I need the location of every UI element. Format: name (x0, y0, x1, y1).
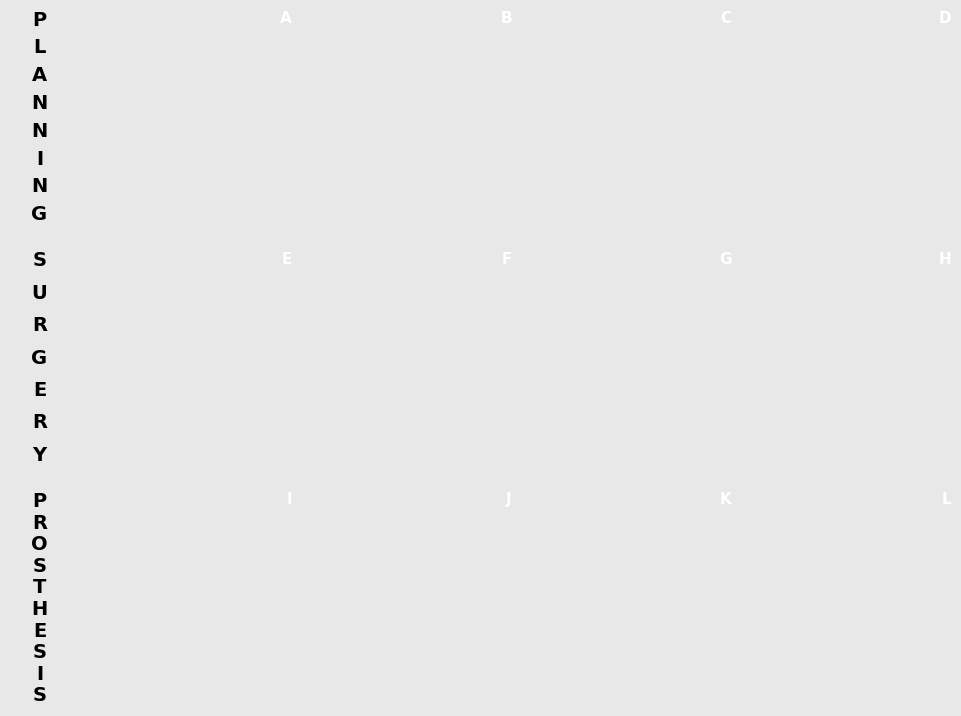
Text: T: T (33, 579, 46, 597)
Text: E: E (33, 381, 46, 400)
Text: R: R (32, 413, 47, 432)
Text: P: P (33, 492, 46, 511)
Text: C: C (721, 11, 731, 26)
Text: I: I (36, 665, 43, 684)
Text: S: S (33, 643, 46, 662)
Text: S: S (33, 687, 46, 705)
Text: N: N (32, 178, 47, 196)
Text: A: A (32, 66, 47, 85)
Text: P: P (33, 11, 46, 29)
Text: E: E (33, 621, 46, 641)
Text: G: G (32, 349, 47, 367)
Text: J: J (506, 493, 512, 508)
Text: O: O (31, 535, 48, 554)
Text: S: S (33, 557, 46, 576)
Text: I: I (36, 150, 43, 168)
Text: N: N (32, 94, 47, 113)
Text: G: G (719, 252, 731, 266)
Text: G: G (32, 205, 47, 224)
Text: H: H (32, 600, 47, 619)
Text: K: K (720, 493, 731, 508)
Text: A: A (281, 11, 292, 26)
Text: D: D (939, 11, 951, 26)
Text: U: U (32, 284, 47, 303)
Text: Y: Y (33, 446, 46, 465)
Text: E: E (282, 252, 292, 266)
Text: R: R (32, 513, 47, 533)
Text: B: B (501, 11, 512, 26)
Text: N: N (32, 122, 47, 141)
Text: L: L (34, 39, 45, 57)
Text: R: R (32, 316, 47, 335)
Text: F: F (502, 252, 512, 266)
Text: L: L (942, 493, 951, 508)
Text: S: S (33, 251, 46, 270)
Text: H: H (939, 252, 951, 266)
Text: I: I (286, 493, 292, 508)
